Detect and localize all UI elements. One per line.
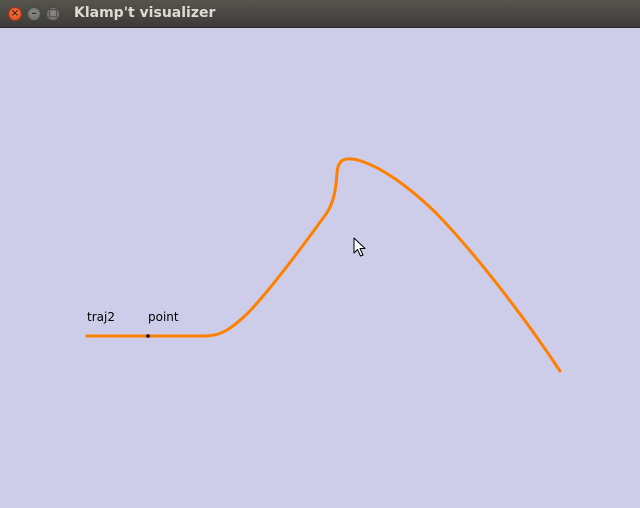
3d-viewport[interactable]: traj2 point bbox=[0, 28, 640, 508]
close-button[interactable]: × bbox=[8, 7, 22, 21]
window-title: Klamp't visualizer bbox=[74, 5, 216, 21]
close-icon: × bbox=[10, 8, 20, 19]
minimize-icon: – bbox=[31, 8, 37, 19]
mouse-pointer-icon bbox=[353, 237, 366, 257]
point-marker bbox=[146, 334, 150, 338]
point-label: point bbox=[148, 310, 179, 324]
maximize-icon: □ bbox=[48, 8, 58, 19]
trajectory-path bbox=[85, 157, 562, 373]
title-bar[interactable]: × – □ Klamp't visualizer bbox=[0, 0, 640, 28]
scene-canvas[interactable] bbox=[0, 28, 640, 508]
maximize-button[interactable]: □ bbox=[46, 7, 60, 21]
minimize-button[interactable]: – bbox=[27, 7, 41, 21]
trajectory-label: traj2 bbox=[87, 310, 115, 324]
